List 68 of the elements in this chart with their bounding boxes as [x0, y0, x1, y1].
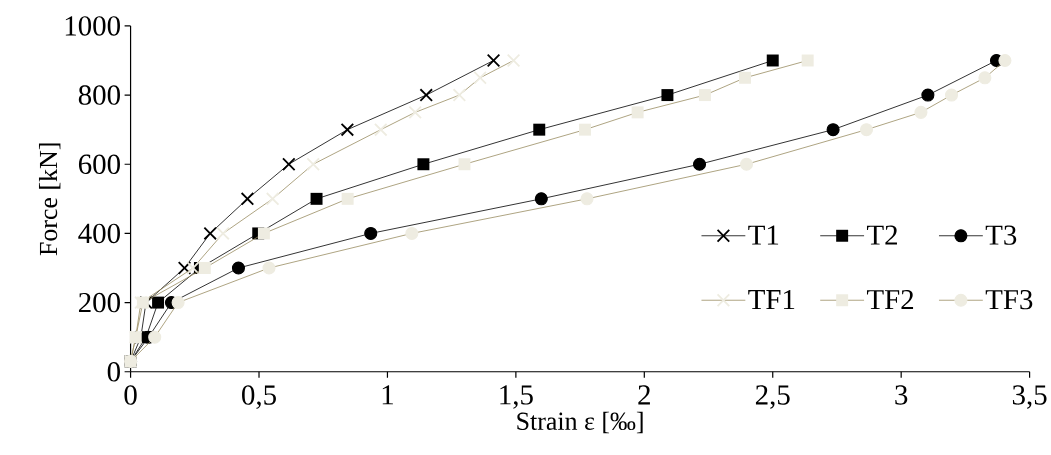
x-tick-label: 1 — [382, 385, 393, 405]
point — [944, 88, 959, 102]
x-axis-title: Strain ε [‰] — [517, 411, 643, 433]
x-tick-label: 2,5 — [755, 385, 790, 409]
point — [578, 123, 591, 136]
point — [698, 88, 711, 101]
point — [262, 261, 276, 275]
point — [739, 71, 751, 84]
point — [282, 157, 296, 171]
point — [310, 192, 323, 205]
point — [257, 227, 270, 240]
legend-label: T2 — [866, 225, 897, 245]
point — [693, 157, 707, 171]
point — [129, 330, 142, 343]
point — [487, 53, 501, 67]
point — [859, 122, 874, 136]
x-tick-label: 3,5 — [1012, 385, 1047, 409]
point — [171, 295, 185, 309]
y-tick-label: 1000 — [65, 15, 120, 36]
point — [306, 157, 320, 171]
x-tick-label: 0 — [124, 385, 137, 405]
point — [914, 105, 928, 119]
x-tick-label: 3 — [895, 385, 908, 405]
point — [186, 261, 200, 275]
point — [148, 330, 162, 344]
point — [921, 88, 935, 102]
point — [978, 71, 992, 85]
point — [458, 158, 471, 170]
point — [580, 192, 594, 206]
point — [826, 122, 840, 136]
legend-label: TF2 — [866, 289, 914, 309]
y-tick-label: 200 — [78, 292, 120, 313]
legend-label: T3 — [985, 225, 1017, 245]
point — [417, 158, 430, 170]
y-axis-title: Force [kN] — [38, 143, 61, 256]
point — [374, 122, 388, 136]
point — [998, 53, 1012, 67]
x-tick-label: 1,5 — [500, 385, 533, 409]
y-tick-label: 400 — [78, 223, 120, 243]
legend-label: TF1 — [748, 289, 795, 309]
y-tick-label: 600 — [78, 154, 120, 174]
point — [203, 226, 217, 240]
point — [419, 88, 433, 102]
point — [533, 123, 546, 136]
point — [340, 122, 354, 136]
legend-label: TF3 — [985, 289, 1033, 310]
point — [661, 88, 674, 101]
point — [473, 71, 487, 85]
point — [740, 157, 754, 171]
point — [240, 192, 254, 206]
x-tick-label: 2 — [638, 385, 650, 405]
point — [801, 54, 814, 67]
point — [766, 54, 779, 67]
point — [341, 192, 354, 205]
point — [408, 105, 422, 119]
legend-label: T1 — [748, 225, 779, 245]
point — [631, 106, 644, 119]
point — [198, 261, 211, 274]
point — [405, 226, 419, 240]
point — [266, 192, 280, 206]
point — [364, 226, 378, 240]
x-tick-label: 0,5 — [242, 385, 276, 409]
point — [507, 53, 521, 67]
point — [231, 261, 245, 275]
point — [534, 192, 548, 206]
y-tick-label: 800 — [78, 85, 120, 105]
point — [152, 296, 165, 309]
y-tick-label: 0 — [107, 361, 120, 382]
